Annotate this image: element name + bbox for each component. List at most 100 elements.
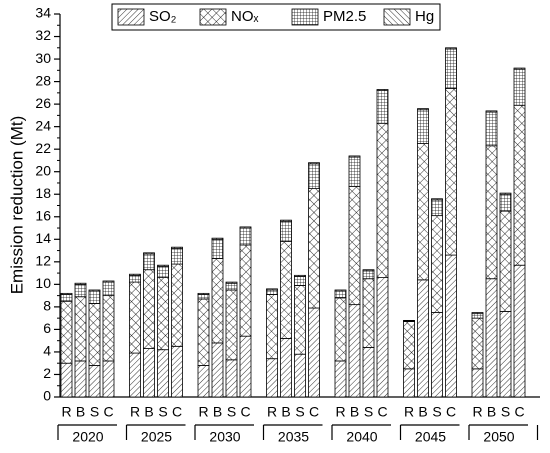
bar-segment <box>471 368 484 398</box>
bar-segment <box>197 294 210 300</box>
x-tick-label: B <box>350 404 359 420</box>
x-tick-label: B <box>144 404 153 420</box>
legend-label: NOₓ <box>231 8 259 25</box>
x-tick-label: C <box>172 404 182 420</box>
y-tick-label: 30 <box>35 50 51 66</box>
bar-segment <box>334 360 347 398</box>
x-tick-label: C <box>103 404 113 420</box>
bar-segment <box>471 312 484 315</box>
bar-segment <box>499 310 512 398</box>
bar-segment <box>143 253 155 271</box>
bar-segment <box>308 163 320 190</box>
bar-segment <box>362 278 375 348</box>
y-tick-label: 16 <box>35 207 51 223</box>
bar-segment <box>485 278 498 398</box>
bar-segment <box>499 210 512 312</box>
bar-segment <box>225 289 238 361</box>
bar-segment <box>417 109 429 144</box>
bar-segment <box>294 276 306 286</box>
legend-swatch <box>199 8 227 26</box>
bar-segment <box>143 269 155 349</box>
bar-segment <box>266 289 278 295</box>
bar-segment <box>362 269 375 272</box>
x-tick-label: R <box>130 404 140 420</box>
bar-segment <box>471 313 484 319</box>
x-tick-label: R <box>404 404 414 420</box>
bar-segment <box>294 274 306 277</box>
bar-segment <box>348 304 361 398</box>
group-label: 2020 <box>72 429 103 445</box>
y-tick-label: 18 <box>35 185 51 201</box>
bar-segment <box>88 365 101 398</box>
bar-segment <box>157 265 169 278</box>
bar-segment <box>74 282 87 285</box>
x-tick-label: B <box>213 404 222 420</box>
bar-segment <box>513 68 526 106</box>
bar-segment <box>239 227 252 246</box>
bar-segment <box>129 274 141 283</box>
x-tick-label: R <box>267 404 277 420</box>
bar-segment <box>334 289 347 292</box>
x-tick-label: B <box>418 404 427 420</box>
y-tick-label: 0 <box>43 388 51 404</box>
bar-segment <box>431 199 443 217</box>
bar-segment <box>88 303 101 366</box>
group-label: 2040 <box>346 429 377 445</box>
x-tick-label: C <box>309 404 319 420</box>
bar-segment <box>171 247 183 265</box>
legend-swatch <box>383 8 411 26</box>
x-tick-label: B <box>487 404 496 420</box>
y-tick-label: 12 <box>35 253 51 269</box>
bar-segment <box>403 321 415 370</box>
bar-segment <box>266 294 278 360</box>
bar-segment <box>280 338 292 398</box>
x-tick-label: R <box>198 404 208 420</box>
x-tick-label: S <box>432 404 441 420</box>
x-tick-label: S <box>158 404 167 420</box>
legend-swatch <box>117 8 145 26</box>
bar-segment <box>266 358 278 398</box>
bar-segment <box>74 283 87 298</box>
y-tick-label: 22 <box>35 140 51 156</box>
bar-segment <box>102 281 115 297</box>
bar-segment <box>74 360 87 398</box>
bar-segment <box>239 335 252 398</box>
y-tick-label: 6 <box>43 320 51 336</box>
y-tick-label: 28 <box>35 72 51 88</box>
x-tick-label: S <box>295 404 304 420</box>
bar-segment <box>171 263 183 347</box>
bar-segment <box>102 280 115 283</box>
bar-segment <box>403 319 415 322</box>
bar-segment <box>88 289 101 292</box>
legend-label: Hg <box>415 8 434 25</box>
bar-segment <box>362 270 375 280</box>
bar-segment <box>294 285 306 355</box>
x-tick-label: R <box>61 404 71 420</box>
bar-segment <box>280 241 292 339</box>
y-tick-label: 14 <box>35 230 51 246</box>
y-tick-label: 24 <box>35 117 51 133</box>
bar-segment <box>445 254 457 398</box>
legend-swatch <box>291 8 319 26</box>
bar-segment <box>143 252 155 255</box>
bar-segment <box>143 348 155 398</box>
bar-segment <box>211 342 224 398</box>
bar-segment <box>60 294 73 302</box>
bar-segment <box>239 244 252 337</box>
bar-segment <box>348 185 361 306</box>
bar-segment <box>376 122 389 278</box>
bar-segment <box>445 48 457 89</box>
x-tick-label: C <box>240 404 250 420</box>
bar-segment <box>348 156 361 187</box>
bar-segment <box>499 192 512 195</box>
bar-segment <box>431 198 443 201</box>
bar-segment <box>513 264 526 398</box>
bar-segment <box>403 368 415 398</box>
bar-segment <box>211 237 224 240</box>
y-tick-label: 32 <box>35 27 51 43</box>
bar-segment <box>280 219 292 222</box>
bar-segment <box>362 347 375 398</box>
bar-segment <box>445 47 457 50</box>
bar-segment <box>308 307 320 398</box>
bar-segment <box>431 215 443 313</box>
